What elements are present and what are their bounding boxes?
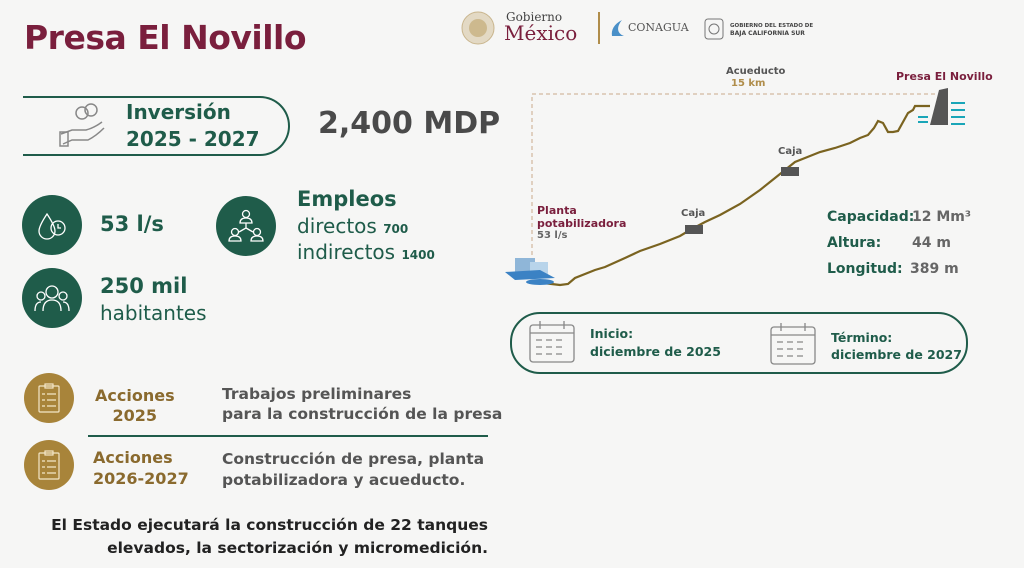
conagua-icon: [611, 20, 624, 36]
calendar-start-icon: [529, 321, 575, 363]
flow-value: 53 l/s: [100, 212, 164, 236]
action-2025-text: Trabajos preliminares para la construcció…: [222, 384, 502, 424]
money-hand-icon: [59, 103, 105, 147]
aqueduct-length: 15 km: [731, 78, 766, 89]
jobs-direct-label: directos: [297, 214, 377, 238]
plant-label: Planta potabilizadora: [537, 204, 626, 230]
logo-mexico: México: [504, 21, 578, 45]
page-title: Presa El Novillo: [24, 18, 307, 57]
network-people-icon: [228, 209, 264, 242]
actions-divider: [88, 435, 488, 437]
investment-label: Inversión: [126, 100, 231, 124]
population-value: 250 mil: [100, 274, 188, 298]
action-text-line2: potabilizadora y acueducto.: [222, 471, 466, 489]
checklist-icon: [38, 383, 60, 413]
flow-circle: [22, 195, 82, 255]
caja-box-2: [781, 167, 799, 176]
terrain-profile: [542, 104, 930, 287]
people-group-icon: [34, 285, 70, 312]
jobs-direct-value: 700: [383, 222, 409, 236]
footer-line1: El Estado ejecutará la construcción de 2…: [51, 516, 488, 534]
plant-flow: 53 l/s: [537, 230, 568, 241]
end-date: diciembre de 2027: [831, 347, 962, 362]
investment-amount: 2,400 MDP: [318, 106, 501, 141]
bcs-shield-icon: [704, 18, 724, 40]
caja-label-2: Caja: [778, 146, 803, 157]
footer-note: El Estado ejecutará la construcción de 2…: [51, 514, 488, 560]
action-label-line1: Acciones: [95, 386, 175, 405]
dam-label: Presa El Novillo: [896, 70, 993, 83]
action-text-line2: para la construcción de la presa: [222, 405, 503, 423]
mexico-seal-icon: [461, 11, 495, 45]
logo-bcs-1: GOBIERNO DEL ESTADO DE: [730, 23, 814, 29]
aqueduct-label: Acueducto: [726, 66, 786, 77]
jobs-direct: directos 700: [297, 214, 408, 238]
dam-icon: [930, 88, 948, 125]
aqueduct-diagram: [505, 88, 965, 287]
action-2025-circle: [24, 373, 74, 423]
action-text-line1: Construcción de presa, planta: [222, 450, 485, 468]
logo-bcs-2: BAJA CALIFORNIA SUR: [730, 30, 805, 37]
action-text-line1: Trabajos preliminares: [222, 385, 412, 403]
population-circle: [22, 268, 82, 328]
logo-gobierno: Gobierno: [506, 10, 563, 24]
action-label-line2: 2025: [112, 406, 158, 425]
action-2026-text: Construcción de presa, planta potabilizad…: [222, 449, 484, 491]
stat-length-label: Longitud:: [827, 261, 903, 277]
caja-label-1: Caja: [681, 208, 706, 219]
population-label: habitantes: [100, 301, 207, 325]
action-2026-circle: [24, 440, 74, 490]
action-label-line2: 2026-2027: [93, 469, 189, 488]
jobs-circle: [216, 196, 276, 256]
water-icon: [918, 102, 965, 125]
jobs-indirect: indirectos 1400: [297, 240, 435, 264]
action-2026-label: Acciones 2026-2027: [93, 447, 189, 489]
water-plant-icon: [505, 258, 555, 285]
plant-label-line1: Planta: [537, 204, 577, 217]
stat-length-value: 389 m: [910, 261, 959, 277]
start-date: diciembre de 2025: [590, 344, 721, 359]
checklist-icon: [38, 450, 60, 480]
investment-period: 2025 - 2027: [126, 127, 260, 151]
jobs-title: Empleos: [297, 187, 397, 211]
logo-divider: [598, 12, 600, 44]
stat-height-label: Altura:: [827, 235, 882, 251]
caja-box-1: [685, 225, 703, 234]
calendar-end-icon: [770, 323, 816, 365]
investment-box: [23, 96, 290, 156]
logo-conagua: CONAGUA: [628, 21, 689, 34]
start-label: Inicio:: [590, 326, 634, 341]
stat-capacity-value: 12 Mm³: [912, 209, 972, 225]
aqueduct-dashed-line: [531, 93, 935, 255]
action-label-line1: Acciones: [93, 448, 173, 467]
end-label: Término:: [831, 330, 893, 345]
schedule-box: [510, 312, 968, 374]
jobs-indirect-value: 1400: [401, 248, 435, 262]
stat-height-value: 44 m: [912, 235, 951, 251]
header-logos: Gobierno México CONAGUA GOBIERNO DEL EST…: [458, 8, 818, 48]
stat-capacity-label: Capacidad:: [827, 209, 915, 225]
jobs-indirect-label: indirectos: [297, 240, 396, 264]
action-2025-label: Acciones 2025: [95, 386, 175, 426]
water-drop-timer-icon: [38, 212, 66, 240]
plant-label-line2: potabilizadora: [537, 217, 627, 230]
footer-line2: elevados, la sectorización y micromedici…: [107, 539, 488, 557]
